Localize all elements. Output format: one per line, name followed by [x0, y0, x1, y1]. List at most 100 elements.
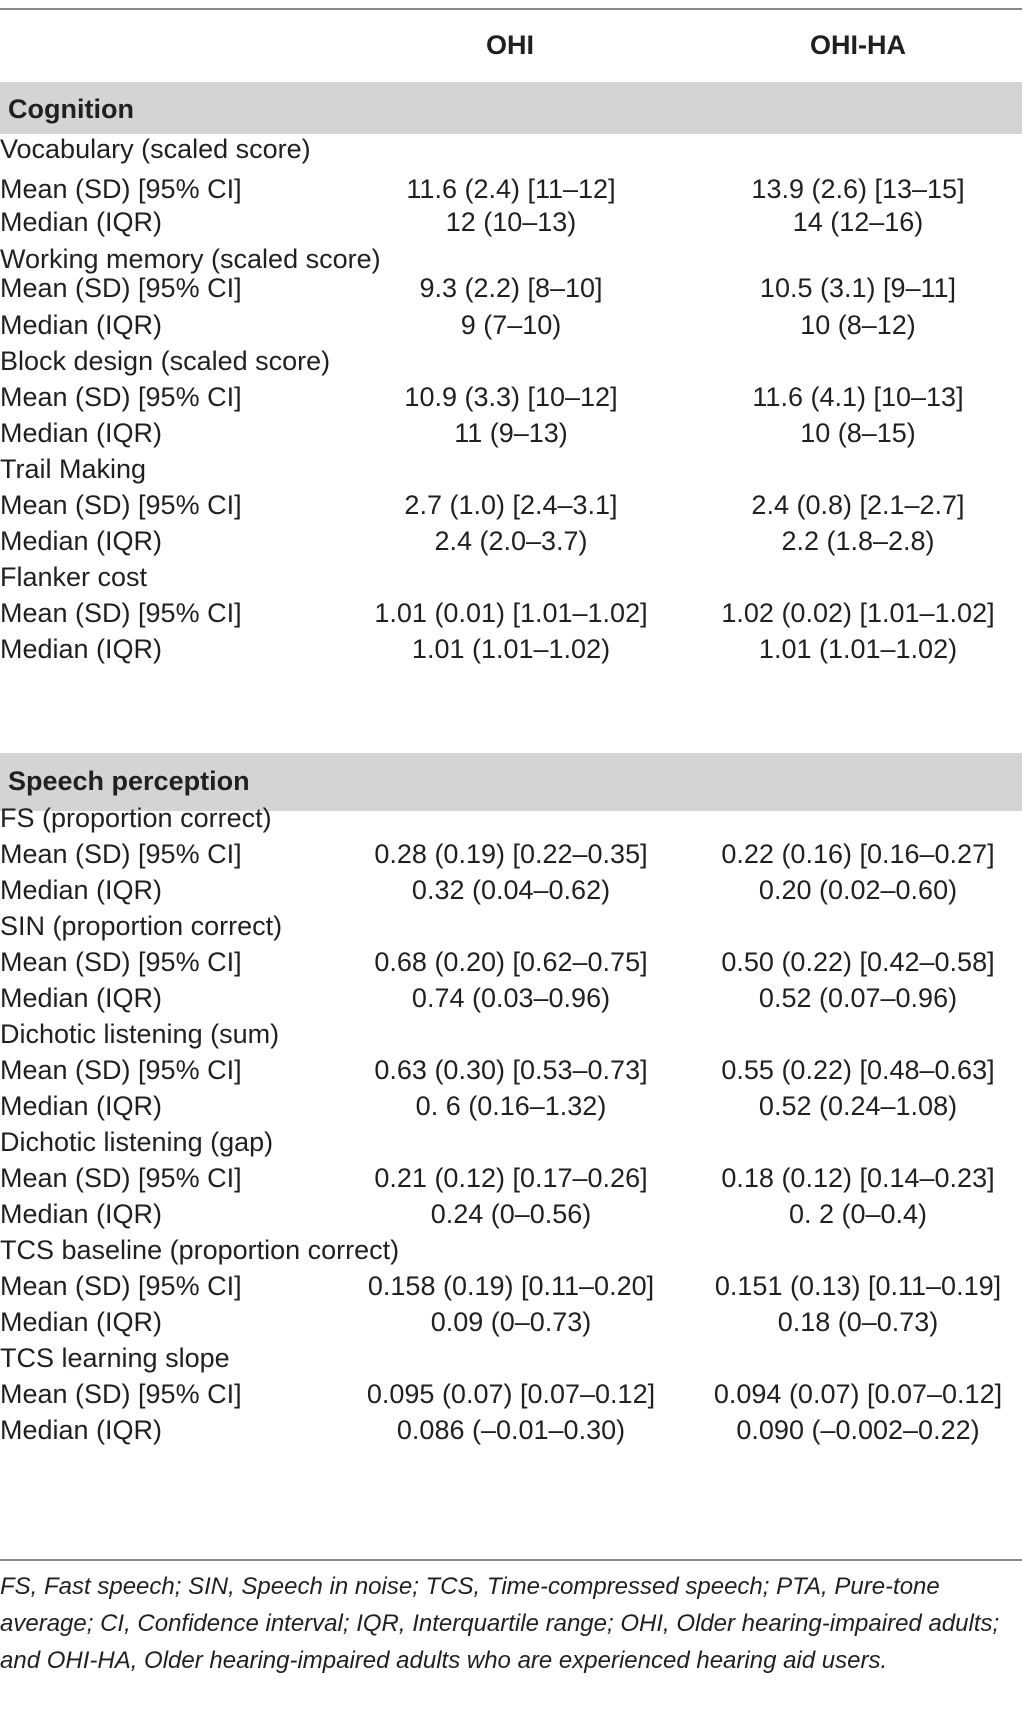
table-row: Mean (SD) [95% CI] 0.21 (0.12) [0.17–0.26… — [0, 1158, 1022, 1198]
row-label: Median (IQR) — [0, 634, 163, 664]
section-title: Speech perception — [8, 766, 250, 796]
row-label: Median (IQR) — [0, 418, 163, 448]
row-label: Dichotic listening (sum) — [0, 1019, 280, 1049]
cell-ohi-ha: 0.094 (0.07) [0.07–0.12] — [713, 1379, 1003, 1409]
row-label: TCS learning slope — [0, 1343, 230, 1373]
section-title: Cognition — [8, 94, 134, 124]
table-row: Mean (SD) [95% CI] 0.095 (0.07) [0.07–0.1… — [0, 1374, 1022, 1414]
row-label: Dichotic listening (gap) — [0, 1127, 274, 1157]
cell-ohi-ha: 0.18 (0.12) [0.14–0.23] — [721, 1163, 995, 1193]
cell-ohi: 0.158 (0.19) [0.11–0.20] — [367, 1271, 655, 1301]
cell-ohi: 0.09 (0–0.73) — [430, 1307, 592, 1337]
table-row: Trail Making — [0, 449, 1022, 489]
table-row: Vocabulary (scaled score) — [0, 129, 1022, 169]
cell-ohi-ha: 0.090 (–0.002–0.22) — [736, 1415, 980, 1445]
table-row: Mean (SD) [95% CI] 0.28 (0.19) [0.22–0.35… — [0, 834, 1022, 874]
cell-ohi: 9.3 (2.2) [8–10] — [419, 273, 603, 303]
table-footnote: FS, Fast speech; SIN, Speech in noise; T… — [0, 1573, 1000, 1674]
table-row: Mean (SD) [95% CI] 10.9 (3.3) [10–12] 11.6… — [0, 377, 1022, 417]
row-label: SIN (proportion correct) — [0, 911, 283, 941]
table-row: Mean (SD) [95% CI] 9.3 (2.2) [8–10] 10.5 (… — [0, 268, 1022, 308]
table-row: Mean (SD) [95% CI] 0.63 (0.30) [0.53–0.73… — [0, 1050, 1022, 1090]
table-row: Mean (SD) [95% CI] 11.6 (2.4) [11–12] 13.9… — [0, 169, 1022, 209]
table-row: Median (IQR) 0.32 (0.04–0.62) 0.20 (0.02–0… — [0, 870, 1022, 910]
cell-ohi-ha: 0.55 (0.22) [0.48–0.63] — [721, 1055, 995, 1085]
table-row: Flanker cost — [0, 557, 1022, 597]
cell-ohi: 9 (7–10) — [460, 310, 562, 340]
cell-ohi-ha: 13.9 (2.6) [13–15] — [751, 174, 965, 204]
row-label: Block design (scaled score) — [0, 346, 331, 376]
row-label: Trail Making — [0, 454, 147, 484]
cell-ohi: 0.68 (0.20) [0.62–0.75] — [374, 947, 648, 977]
table-row: TCS learning slope — [0, 1338, 1022, 1378]
cell-ohi-ha: 2.4 (0.8) [2.1–2.7] — [751, 490, 965, 520]
row-label: Median (IQR) — [0, 1199, 163, 1229]
table-row: Dichotic listening (sum) — [0, 1014, 1022, 1054]
cell-ohi-ha: 11.6 (4.1) [10–13] — [752, 382, 964, 412]
cell-ohi-ha: 14 (12–16) — [792, 207, 924, 237]
table-bottom-rule — [0, 1559, 1022, 1561]
table-row: TCS baseline (proportion correct) — [0, 1230, 1022, 1270]
cell-ohi: 0.086 (–0.01–0.30) — [396, 1415, 626, 1445]
cell-ohi: 0.095 (0.07) [0.07–0.12] — [366, 1379, 656, 1409]
cell-ohi-ha: 10.5 (3.1) [9–11] — [759, 273, 957, 303]
cell-ohi: 10.9 (3.3) [10–12] — [404, 382, 618, 412]
cell-ohi-ha: 0.52 (0.07–0.96) — [758, 983, 958, 1013]
cell-ohi: 2.7 (1.0) [2.4–3.1] — [404, 490, 618, 520]
cell-ohi-ha: 10 (8–12) — [800, 310, 916, 340]
cell-ohi: 0.32 (0.04–0.62) — [411, 875, 611, 905]
cell-ohi: 1.01 (0.01) [1.01–1.02] — [374, 598, 648, 628]
cell-ohi-ha: 1.01 (1.01–1.02) — [758, 634, 958, 664]
row-label: Mean (SD) [95% CI] — [0, 273, 242, 303]
cell-ohi-ha: 2.2 (1.8–2.8) — [781, 526, 935, 556]
cell-ohi: 0.21 (0.12) [0.17–0.26] — [374, 1163, 648, 1193]
cell-ohi-ha: 0.151 (0.13) [0.11–0.19] — [714, 1271, 1002, 1301]
row-label: Working memory (scaled score) — [0, 244, 381, 274]
table-row: Mean (SD) [95% CI] 1.01 (0.01) [1.01–1.02… — [0, 593, 1022, 633]
row-label: Median (IQR) — [0, 983, 163, 1013]
row-label: Median (IQR) — [0, 1091, 163, 1121]
section-header-cognition: Cognition — [0, 82, 1022, 134]
cell-ohi-ha: 1.02 (0.02) [1.01–1.02] — [721, 598, 995, 628]
row-label: Median (IQR) — [0, 526, 163, 556]
row-label: TCS baseline (proportion correct) — [0, 1235, 400, 1265]
table-row: Mean (SD) [95% CI] 0.68 (0.20) [0.62–0.75… — [0, 942, 1022, 982]
column-header-ohi-ha: OHI-HA — [810, 30, 906, 60]
cell-ohi-ha: 0.52 (0.24–1.08) — [758, 1091, 958, 1121]
table-row: Median (IQR) 0.74 (0.03–0.96) 0.52 (0.07–0… — [0, 978, 1022, 1018]
table-row: Dichotic listening (gap) — [0, 1122, 1022, 1162]
table-row: Working memory (scaled score) — [0, 239, 1022, 279]
cell-ohi: 0.74 (0.03–0.96) — [411, 983, 611, 1013]
row-label: Mean (SD) [95% CI] — [0, 1163, 242, 1193]
row-label: Mean (SD) [95% CI] — [0, 598, 242, 628]
table-row: Median (IQR) 0.09 (0–0.73) 0.18 (0–0.73) — [0, 1302, 1022, 1342]
row-label: Mean (SD) [95% CI] — [0, 1379, 242, 1409]
row-label: Mean (SD) [95% CI] — [0, 839, 242, 869]
cell-ohi: 0. 6 (0.16–1.32) — [415, 1091, 607, 1121]
row-label: Mean (SD) [95% CI] — [0, 382, 242, 412]
table-row: Median (IQR) 0. 6 (0.16–1.32) 0.52 (0.24–1… — [0, 1086, 1022, 1126]
table-row: Median (IQR) 2.4 (2.0–3.7) 2.2 (1.8–2.8) — [0, 521, 1022, 561]
cell-ohi: 12 (10–13) — [445, 207, 577, 237]
table-row: SIN (proportion correct) — [0, 906, 1022, 946]
row-label: FS (proportion correct) — [0, 803, 272, 833]
table-row: FS (proportion correct) — [0, 798, 1022, 838]
column-header-ohi: OHI — [485, 30, 534, 60]
table-row: Median (IQR) 11 (9–13) 10 (8–15) — [0, 413, 1022, 453]
row-label: Median (IQR) — [0, 310, 163, 340]
cell-ohi: 11 (9–13) — [454, 418, 568, 448]
table-row: Median (IQR) 1.01 (1.01–1.02) 1.01 (1.01–1… — [0, 629, 1022, 669]
row-label: Mean (SD) [95% CI] — [0, 174, 242, 204]
table-row: Median (IQR) 9 (7–10) 10 (8–12) — [0, 305, 1022, 345]
cell-ohi: 1.01 (1.01–1.02) — [411, 634, 611, 664]
row-label: Flanker cost — [0, 562, 148, 592]
table-row: Median (IQR) 0.24 (0–0.56) 0. 2 (0–0.4) — [0, 1194, 1022, 1234]
cell-ohi: 2.4 (2.0–3.7) — [434, 526, 588, 556]
table-row: Mean (SD) [95% CI] 2.7 (1.0) [2.4–3.1] 2.4… — [0, 485, 1022, 525]
cell-ohi-ha: 0.22 (0.16) [0.16–0.27] — [721, 839, 995, 869]
row-label: Mean (SD) [95% CI] — [0, 1055, 242, 1085]
row-label: Mean (SD) [95% CI] — [0, 490, 242, 520]
cell-ohi: 0.28 (0.19) [0.22–0.35] — [374, 839, 648, 869]
table-row: Median (IQR) 12 (10–13) 14 (12–16) — [0, 202, 1022, 242]
cell-ohi-ha: 0.20 (0.02–0.60) — [758, 875, 958, 905]
